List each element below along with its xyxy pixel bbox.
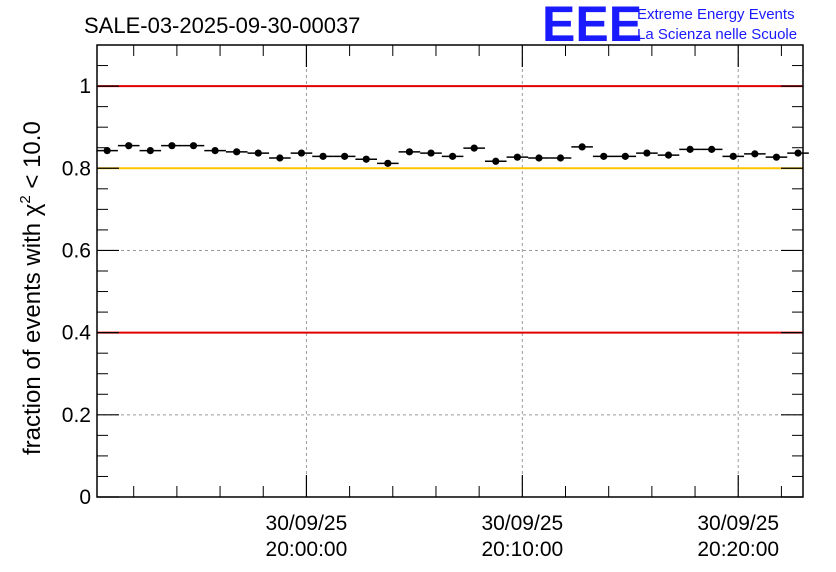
y-axis-label: fraction of events with χ2 < 10.0 (17, 121, 46, 455)
data-marker (535, 154, 543, 162)
data-marker (276, 154, 284, 162)
x-axis-ticks: 30/09/25 20:00:00 30/09/25 20:10:00 30/09/25… (133, 45, 782, 561)
y-tick-label: 0.8 (62, 157, 91, 180)
data-point (312, 152, 334, 160)
data-marker (621, 152, 629, 160)
data-marker (470, 144, 478, 152)
data-marker (211, 147, 219, 155)
data-point (161, 142, 183, 150)
x-tick-date: 30/09/25 (481, 512, 563, 535)
data-point (247, 149, 270, 157)
data-point (484, 157, 507, 165)
data-point (96, 147, 118, 155)
data-marker (513, 153, 521, 161)
data-point (290, 149, 313, 157)
data-marker (794, 149, 802, 157)
y-tick-label: 0.2 (62, 404, 91, 427)
data-marker (254, 149, 262, 157)
data-point (333, 152, 356, 160)
x-tick-time: 20:10:00 (481, 538, 563, 561)
data-marker (362, 155, 370, 163)
logo-text: EEE (542, 0, 642, 52)
data-marker (189, 142, 198, 150)
x-tick-date: 30/09/25 (697, 512, 779, 535)
data-marker (729, 152, 737, 160)
data-point (463, 144, 485, 152)
data-marker (384, 159, 392, 167)
chart-title: SALE-03-2025-09-30-00037 (84, 13, 360, 38)
data-point (549, 154, 572, 162)
eee-logo: EEE Extreme Energy Events La Scienza nel… (542, 0, 797, 52)
data-marker (643, 149, 651, 157)
data-marker (578, 143, 586, 151)
y-tick-label: 0.6 (62, 239, 91, 262)
data-point (528, 154, 550, 162)
data-point (355, 155, 378, 163)
data-marker (708, 145, 716, 153)
data-point (204, 147, 226, 155)
data-marker (664, 151, 673, 159)
data-marker (146, 147, 154, 155)
data-marker (341, 152, 349, 160)
reference-lines (97, 85, 803, 334)
data-marker (297, 149, 306, 157)
y-tick-label: 0 (79, 486, 91, 509)
brand-line-2: La Scienza nelle Scuole (637, 26, 797, 43)
x-tick-time: 20:20:00 (697, 538, 779, 561)
data-point (441, 152, 464, 160)
y-axis-ticks: 0 0.2 0.4 0.6 0.8 1 (62, 44, 803, 509)
data-marker (600, 152, 608, 160)
x-tick-date: 30/09/25 (266, 512, 348, 535)
data-marker (125, 142, 133, 150)
data-marker (772, 153, 781, 161)
data-point (657, 151, 680, 159)
data-marker (492, 157, 500, 165)
data-point (117, 142, 140, 150)
data-marker (405, 148, 414, 156)
data-marker (448, 152, 457, 160)
data-point (420, 149, 442, 157)
data-point (377, 159, 399, 167)
data-point (700, 145, 723, 153)
data-marker (319, 152, 327, 160)
data-point (722, 152, 745, 160)
data-point (506, 153, 529, 161)
data-points (96, 142, 809, 167)
data-point (225, 148, 248, 156)
data-point (592, 152, 615, 160)
data-point (139, 147, 162, 155)
data-point (269, 154, 291, 162)
data-marker (168, 142, 176, 150)
data-point (679, 145, 701, 153)
data-point (765, 153, 788, 161)
data-marker (233, 148, 241, 156)
data-point (398, 148, 421, 156)
data-point (571, 143, 593, 151)
brand-line-1: Extreme Energy Events (637, 6, 795, 23)
data-point (744, 150, 766, 158)
data-point (787, 149, 809, 157)
data-marker (686, 145, 694, 153)
grid (97, 45, 803, 497)
data-point (636, 149, 658, 157)
data-marker (556, 154, 565, 162)
data-marker (427, 149, 435, 157)
data-point (182, 142, 205, 150)
x-tick-time: 20:00:00 (266, 538, 348, 561)
plot-frame (96, 44, 804, 498)
y-tick-label: 1 (79, 75, 91, 98)
data-point (614, 152, 637, 160)
data-marker (751, 150, 759, 158)
y-tick-label: 0.4 (62, 322, 92, 345)
data-marker (103, 147, 111, 155)
